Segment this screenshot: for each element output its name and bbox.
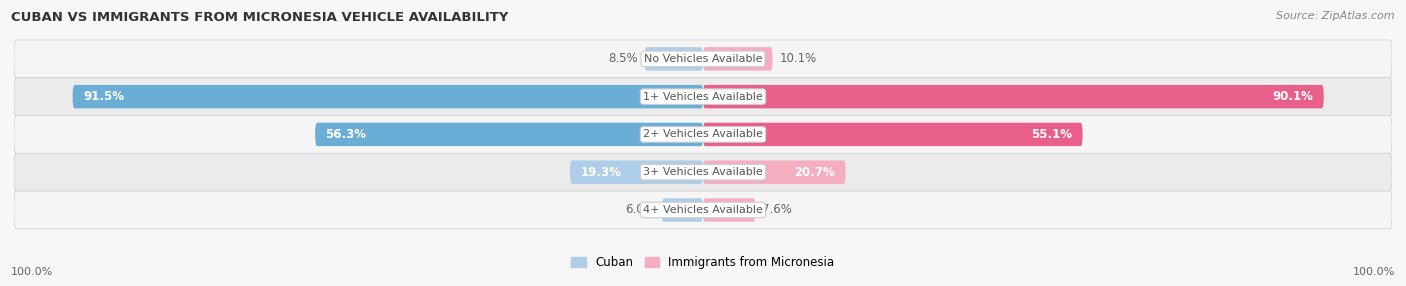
Text: 91.5%: 91.5% xyxy=(83,90,124,103)
Text: 56.3%: 56.3% xyxy=(325,128,367,141)
FancyBboxPatch shape xyxy=(703,123,1083,146)
Text: Source: ZipAtlas.com: Source: ZipAtlas.com xyxy=(1277,11,1395,21)
FancyBboxPatch shape xyxy=(703,160,845,184)
Text: 19.3%: 19.3% xyxy=(581,166,621,179)
FancyBboxPatch shape xyxy=(14,191,1392,229)
Text: 2+ Vehicles Available: 2+ Vehicles Available xyxy=(643,130,763,139)
Text: 20.7%: 20.7% xyxy=(794,166,835,179)
Text: 7.6%: 7.6% xyxy=(762,203,792,217)
FancyBboxPatch shape xyxy=(703,47,772,71)
Text: 8.5%: 8.5% xyxy=(607,52,637,65)
FancyBboxPatch shape xyxy=(662,198,703,222)
Legend: Cuban, Immigrants from Micronesia: Cuban, Immigrants from Micronesia xyxy=(568,253,838,273)
FancyBboxPatch shape xyxy=(14,40,1392,78)
Text: 100.0%: 100.0% xyxy=(1353,267,1395,277)
Text: 90.1%: 90.1% xyxy=(1272,90,1313,103)
FancyBboxPatch shape xyxy=(703,85,1323,108)
FancyBboxPatch shape xyxy=(703,198,755,222)
FancyBboxPatch shape xyxy=(73,85,703,108)
Text: 55.1%: 55.1% xyxy=(1031,128,1073,141)
Text: 6.0%: 6.0% xyxy=(626,203,655,217)
Text: CUBAN VS IMMIGRANTS FROM MICRONESIA VEHICLE AVAILABILITY: CUBAN VS IMMIGRANTS FROM MICRONESIA VEHI… xyxy=(11,11,509,24)
Text: 3+ Vehicles Available: 3+ Vehicles Available xyxy=(643,167,763,177)
Text: 4+ Vehicles Available: 4+ Vehicles Available xyxy=(643,205,763,215)
FancyBboxPatch shape xyxy=(315,123,703,146)
FancyBboxPatch shape xyxy=(14,116,1392,153)
FancyBboxPatch shape xyxy=(644,47,703,71)
Text: 100.0%: 100.0% xyxy=(11,267,53,277)
FancyBboxPatch shape xyxy=(14,78,1392,116)
FancyBboxPatch shape xyxy=(569,160,703,184)
Text: No Vehicles Available: No Vehicles Available xyxy=(644,54,762,64)
Text: 10.1%: 10.1% xyxy=(779,52,817,65)
Text: 1+ Vehicles Available: 1+ Vehicles Available xyxy=(643,92,763,102)
FancyBboxPatch shape xyxy=(14,153,1392,191)
